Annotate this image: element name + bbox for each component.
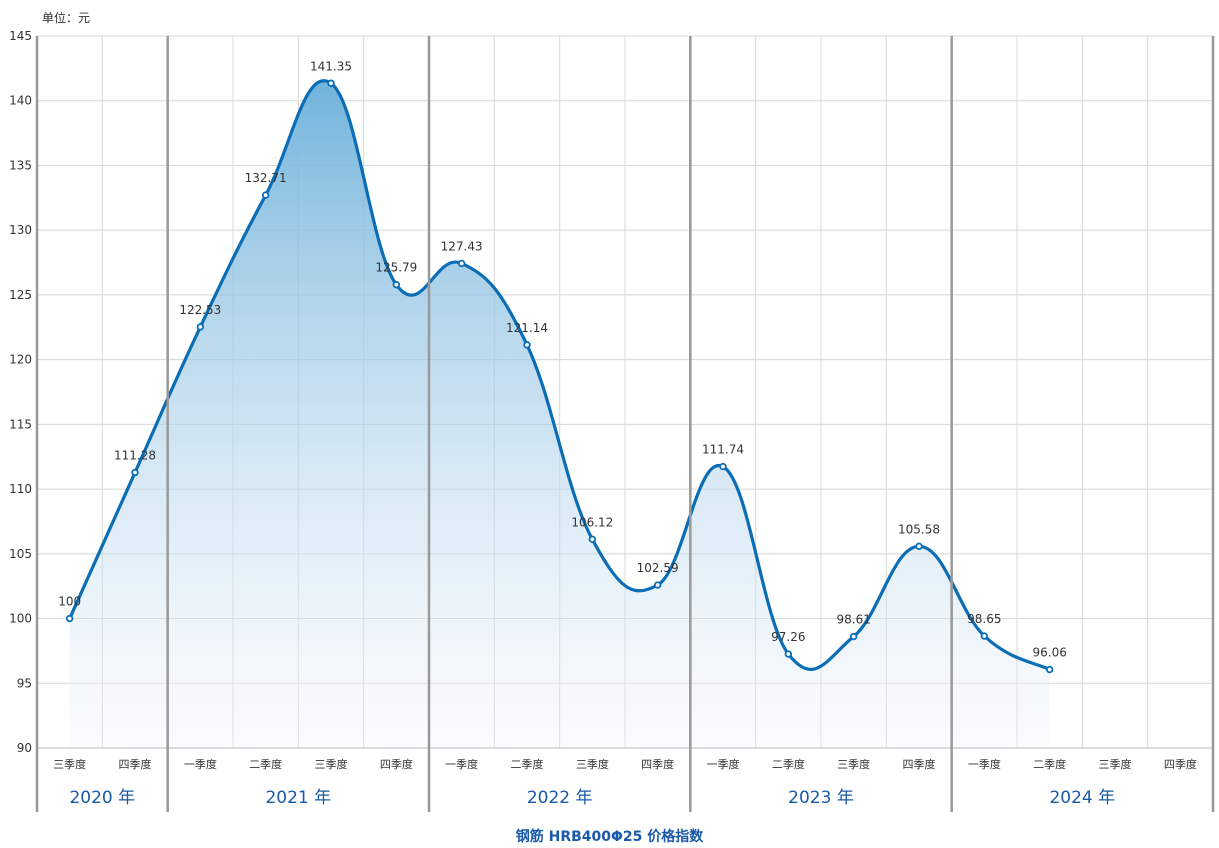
data-point	[392, 280, 401, 289]
data-label: 111.28	[114, 449, 156, 463]
data-point	[653, 581, 662, 589]
data-label: 106.12	[571, 515, 613, 529]
series-area	[69, 80, 1050, 749]
x-tick-label: 二季度	[1033, 757, 1066, 771]
data-point	[196, 323, 205, 331]
x-tick-label: 三季度	[576, 757, 609, 771]
year-label: 2021 年	[265, 788, 331, 808]
x-tick-label: 一季度	[445, 757, 478, 771]
x-tick-label: 二季度	[772, 757, 805, 771]
year-label: 2023 年	[788, 788, 854, 808]
x-tick-label: 一季度	[184, 757, 217, 771]
data-point	[719, 462, 727, 471]
x-tick-label: 四季度	[641, 757, 674, 771]
data-label: 100	[58, 595, 81, 609]
y-tick-label: 100	[9, 612, 32, 626]
data-point	[523, 341, 531, 349]
data-point	[588, 535, 597, 544]
x-tick-label: 一季度	[968, 757, 1001, 771]
data-label: 102.59	[637, 561, 679, 575]
year-label: 2020 年	[69, 788, 135, 808]
data-label: 121.14	[506, 321, 548, 335]
data-point	[915, 542, 923, 551]
data-point	[1045, 665, 1054, 674]
year-label: 2024 年	[1049, 788, 1115, 808]
x-tick-label: 三季度	[1099, 757, 1132, 771]
data-label: 127.43	[441, 239, 483, 253]
y-tick-label: 120	[9, 353, 32, 367]
data-label: 125.79	[375, 261, 417, 275]
year-label: 2022 年	[527, 788, 593, 808]
unit-label: 单位：元	[42, 11, 91, 25]
y-tick-label: 105	[9, 547, 32, 561]
data-point	[980, 632, 989, 640]
y-tick-label: 135	[9, 158, 32, 172]
data-label: 122.53	[179, 303, 221, 317]
series-line	[68, 79, 1051, 671]
x-tick-label: 二季度	[511, 757, 544, 771]
x-tick-label: 四季度	[903, 757, 936, 771]
y-tick-label: 145	[9, 29, 32, 43]
y-tick-label: 115	[9, 417, 32, 431]
data-point	[849, 632, 858, 641]
y-tick-label: 130	[9, 223, 32, 237]
x-tick-label: 四季度	[380, 757, 413, 771]
data-label: 98.61	[836, 613, 870, 627]
y-tick-label: 90	[17, 741, 32, 755]
data-label: 111.74	[702, 443, 744, 457]
data-label: 96.06	[1032, 646, 1066, 660]
x-tick-label: 三季度	[837, 757, 870, 771]
data-point	[784, 650, 793, 658]
data-label: 98.65	[967, 612, 1001, 626]
data-point	[261, 191, 270, 199]
y-tick-label: 95	[17, 676, 32, 690]
y-tick-label: 125	[9, 288, 32, 302]
data-label: 141.35	[310, 59, 352, 73]
data-point	[327, 79, 335, 87]
data-label: 132.71	[245, 171, 287, 185]
data-label: 105.58	[898, 522, 940, 536]
y-tick-label: 110	[9, 482, 32, 496]
data-label: 97.26	[771, 630, 805, 644]
data-point	[131, 468, 139, 477]
x-tick-label: 四季度	[1164, 757, 1197, 771]
data-point	[457, 259, 466, 268]
chart-title: 钢筋 HRB400Φ25 价格指数	[515, 829, 704, 845]
x-tick-label: 二季度	[249, 757, 282, 771]
data-point	[65, 614, 74, 623]
x-tick-label: 三季度	[53, 757, 86, 771]
y-tick-label: 140	[9, 94, 32, 108]
x-tick-label: 三季度	[315, 757, 348, 771]
x-tick-label: 一季度	[707, 757, 740, 771]
x-tick-label: 四季度	[119, 757, 152, 771]
